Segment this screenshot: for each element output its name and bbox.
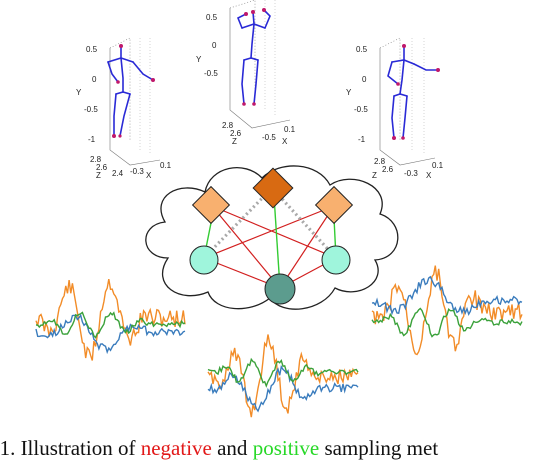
x-tick: 0.1 xyxy=(432,161,444,170)
negative-edge xyxy=(211,205,281,289)
y-axis-label: Y xyxy=(346,88,352,97)
y-tick: 0.5 xyxy=(356,45,368,54)
z-tick: 2.4 xyxy=(112,169,124,178)
y-tick: -0.5 xyxy=(204,69,218,78)
skeleton-plot-middle: 0.5 0 -0.5 Y 2.8 2.6 Z -0.5 0.1 X xyxy=(196,0,296,146)
signal-trace-orange xyxy=(207,334,359,418)
x-tick: 0.1 xyxy=(284,125,296,134)
z-axis-label: Z xyxy=(96,171,101,180)
skeleton-plot-right: 0.5 0 -0.5 -1 Y 2.8 2.6 Z -0.3 0.1 X xyxy=(346,37,444,180)
y-tick: 0 xyxy=(362,75,367,84)
signal-trace-green xyxy=(207,357,359,388)
y-tick: 0.5 xyxy=(206,13,218,22)
y-tick: -1 xyxy=(88,135,96,144)
skeleton-axes-box xyxy=(109,37,161,166)
y-tick: -0.5 xyxy=(84,105,98,114)
signal-trace-green xyxy=(371,307,523,338)
signal-plot-left xyxy=(35,278,186,361)
z-tick: 2.6 xyxy=(230,129,242,138)
diamond-node-left xyxy=(191,185,231,225)
z-tick: 2.8 xyxy=(90,155,102,164)
skeleton-figure xyxy=(107,45,154,137)
y-tick: 0 xyxy=(92,75,97,84)
signal-trace-orange xyxy=(35,278,186,361)
x-axis-label: X xyxy=(146,171,152,180)
caption-suffix: sampling met xyxy=(319,436,439,460)
circle-node-center xyxy=(264,273,296,305)
signal-trace-blue xyxy=(207,364,359,413)
diamond-node-right xyxy=(314,185,354,225)
y-tick: -0.5 xyxy=(354,105,368,114)
x-axis-label: X xyxy=(426,171,432,180)
y-axis-label: Y xyxy=(196,55,202,64)
circle-node-right xyxy=(321,245,351,275)
caption-negative: negative xyxy=(140,436,212,460)
x-tick: -0.3 xyxy=(130,167,144,176)
z-axis-label: Z xyxy=(372,171,377,180)
x-tick: 0.1 xyxy=(160,161,172,170)
z-tick: 2.6 xyxy=(96,163,108,172)
x-tick: -0.5 xyxy=(262,133,276,142)
signal-trace-blue xyxy=(35,313,186,355)
sampling-graph xyxy=(189,167,354,305)
y-tick: 0.5 xyxy=(86,45,98,54)
y-tick: -1 xyxy=(358,135,366,144)
y-axis-label: Y xyxy=(76,88,82,97)
negative-edge xyxy=(279,205,335,289)
caption-prefix: re 1. Illustration of xyxy=(0,436,136,460)
diamond-node-center xyxy=(252,167,294,209)
x-tick: -0.3 xyxy=(404,169,418,178)
caption-middle: and xyxy=(211,436,253,460)
signal-plot-middle xyxy=(207,334,359,418)
z-tick: 2.8 xyxy=(374,157,386,166)
signal-plot-right xyxy=(371,265,523,356)
x-axis-label: X xyxy=(282,137,288,146)
dotted-edge xyxy=(202,186,274,260)
caption-positive: positive xyxy=(252,436,320,460)
negative-edge xyxy=(211,205,337,259)
negative-edge xyxy=(203,205,335,259)
positive-edge xyxy=(273,195,281,289)
z-tick: 2.6 xyxy=(382,165,394,174)
figure-caption: re 1. Illustration of negative and posit… xyxy=(0,436,560,461)
dotted-edge xyxy=(270,186,338,260)
y-tick: 0 xyxy=(212,41,217,50)
z-axis-label: Z xyxy=(232,137,237,146)
signal-trace-orange xyxy=(371,265,523,356)
z-tick: 2.8 xyxy=(222,121,234,130)
signal-trace-green xyxy=(35,311,186,339)
circle-node-left xyxy=(189,245,219,275)
signal-trace-blue xyxy=(371,275,523,316)
skeleton-plot-left: 0.5 0 -0.5 -1 Y 2.8 2.6 2.4 Z -0.3 0.1 X xyxy=(76,37,172,180)
figure-illustration: 0.5 0 -0.5 -1 Y 2.8 2.6 2.4 Z -0.3 0.1 X… xyxy=(35,0,523,418)
